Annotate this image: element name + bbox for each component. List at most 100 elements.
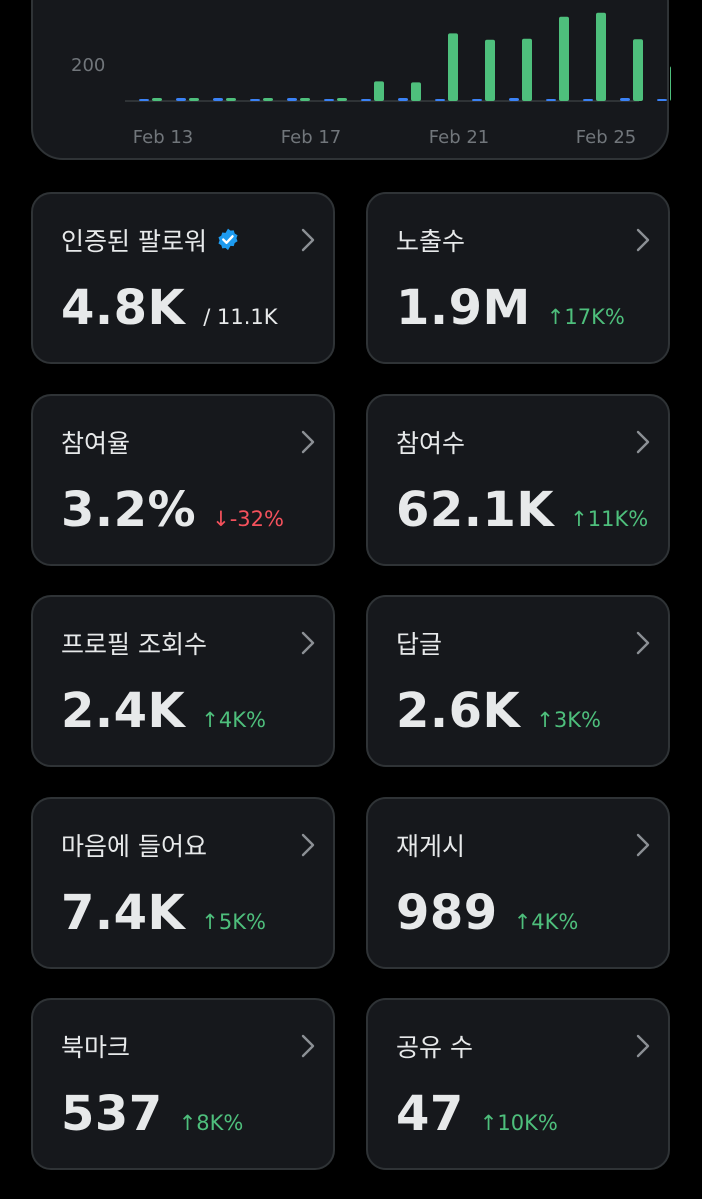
bar-green-3 <box>263 98 273 101</box>
y-tick-label: 200 <box>71 55 105 76</box>
metric-value-row: 47 ↑10K% <box>396 1086 558 1142</box>
chevron-right-icon <box>636 631 650 655</box>
bar-green-12 <box>596 12 606 101</box>
bar-blue-0 <box>139 99 149 101</box>
metric-value-row: 2.4K ↑4K% <box>61 683 266 739</box>
metric-label-text: 재게시 <box>396 832 466 861</box>
metric-card[interactable]: 프로필 조회수 2.4K ↑4K% <box>31 595 335 767</box>
bar-green-1 <box>189 98 199 101</box>
metric-value: 7.4K <box>61 885 186 941</box>
metric-total: / 11.1K <box>203 305 278 329</box>
chevron-right-icon <box>636 228 650 252</box>
chevron-right-icon <box>636 1034 650 1058</box>
bar-blue-8 <box>435 99 445 101</box>
bar-green-6 <box>374 81 384 101</box>
metric-value-row: 989 ↑4K% <box>396 885 578 941</box>
metric-delta: ↓-32% <box>212 507 284 531</box>
metric-delta: ↑11K% <box>570 507 649 531</box>
bar-green-13 <box>633 39 643 101</box>
verified-badge-icon <box>215 227 241 253</box>
chevron-right-icon <box>301 833 315 857</box>
metric-value: 62.1K <box>396 482 555 538</box>
metric-delta: ↑4K% <box>513 910 579 934</box>
metric-card[interactable]: 참여수 62.1K ↑11K% <box>366 394 670 566</box>
metric-value-row: 4.8K / 11.1K <box>61 280 278 336</box>
metric-label: 재게시 <box>396 827 465 863</box>
bar-blue-4 <box>287 98 297 101</box>
bar-blue-11 <box>546 99 556 101</box>
metric-card[interactable]: 노출수 1.9M ↑17K% <box>366 192 670 364</box>
metric-value-row: 537 ↑8K% <box>61 1086 243 1142</box>
metric-label: 마음에 들어요 <box>61 827 207 863</box>
metric-delta: ↑5K% <box>201 910 266 934</box>
bar-green-8 <box>448 33 458 101</box>
metric-label: 답글 <box>396 625 442 661</box>
metric-label: 인증된 팔로워 <box>61 222 241 258</box>
metric-value: 47 <box>396 1086 464 1142</box>
metric-label-text: 답글 <box>396 630 443 659</box>
bar-green-0 <box>152 98 162 101</box>
metric-label: 참여율 <box>61 424 130 460</box>
x-tick-label: Feb 17 <box>281 127 342 148</box>
metric-value: 1.9M <box>396 280 531 336</box>
bar-green-4 <box>300 98 310 101</box>
bar-blue-3 <box>250 99 260 101</box>
x-tick-label: Feb 21 <box>429 127 490 148</box>
metric-card[interactable]: 북마크 537 ↑8K% <box>31 998 335 1170</box>
bar-blue-12 <box>583 99 593 101</box>
bar-blue-10 <box>509 98 519 101</box>
metric-label-text: 인증된 팔로워 <box>61 227 207 256</box>
metric-label: 북마크 <box>61 1028 130 1064</box>
metric-value-row: 1.9M ↑17K% <box>396 280 625 336</box>
metric-value: 2.6K <box>396 683 521 739</box>
metric-value: 2.4K <box>61 683 186 739</box>
metric-delta: ↑17K% <box>546 305 625 329</box>
bar-green-14 <box>670 66 671 101</box>
metric-label-text: 마음에 들어요 <box>61 832 207 861</box>
metric-value-row: 7.4K ↑5K% <box>61 885 266 941</box>
metric-delta: ↑10K% <box>479 1111 558 1135</box>
bar-blue-14 <box>657 99 667 101</box>
bar-blue-9 <box>472 99 482 101</box>
metric-label-text: 참여율 <box>61 429 131 458</box>
metric-label-text: 공유 수 <box>396 1033 473 1062</box>
metric-value: 537 <box>61 1086 163 1142</box>
x-tick-label: Feb 25 <box>576 127 637 148</box>
bar-blue-13 <box>620 98 630 101</box>
bar-blue-1 <box>176 98 186 101</box>
metric-label: 프로필 조회수 <box>61 625 207 661</box>
bar-green-7 <box>411 82 421 101</box>
metric-value: 3.2% <box>61 482 197 538</box>
metric-label-text: 참여수 <box>396 429 466 458</box>
chevron-right-icon <box>301 430 315 454</box>
chevron-right-icon <box>301 1034 315 1058</box>
metric-value-row: 2.6K ↑3K% <box>396 683 601 739</box>
metric-label: 공유 수 <box>396 1028 473 1064</box>
metric-card[interactable]: 인증된 팔로워 4.8K / 11.1K <box>31 192 335 364</box>
metric-card[interactable]: 공유 수 47 ↑10K% <box>366 998 670 1170</box>
metric-delta: ↑3K% <box>536 708 601 732</box>
chevron-right-icon <box>636 430 650 454</box>
chevron-right-icon <box>301 228 315 252</box>
impressions-chart-card: 200 Feb 13 Feb 17 Feb 21 Feb 25 <box>31 0 671 160</box>
metric-label-text: 프로필 조회수 <box>61 630 207 659</box>
bar-green-11 <box>559 16 569 101</box>
bar-green-2 <box>226 98 236 101</box>
metric-delta: ↑8K% <box>178 1111 244 1135</box>
metric-value-row: 3.2% ↓-32% <box>61 482 284 538</box>
bar-blue-2 <box>213 98 223 101</box>
bar-green-5 <box>337 98 347 101</box>
metric-card[interactable]: 참여율 3.2% ↓-32% <box>31 394 335 566</box>
metric-label: 참여수 <box>396 424 465 460</box>
metric-card[interactable]: 답글 2.6K ↑3K% <box>366 595 670 767</box>
metric-value-row: 62.1K ↑11K% <box>396 482 648 538</box>
chevron-right-icon <box>301 631 315 655</box>
bar-blue-7 <box>398 98 408 101</box>
metric-card[interactable]: 마음에 들어요 7.4K ↑5K% <box>31 797 335 969</box>
metric-value: 4.8K <box>61 280 186 336</box>
metric-delta: ↑4K% <box>201 708 266 732</box>
metric-label: 노출수 <box>396 222 465 258</box>
chevron-right-icon <box>636 833 650 857</box>
metric-card[interactable]: 재게시 989 ↑4K% <box>366 797 670 969</box>
bar-green-10 <box>522 38 532 101</box>
